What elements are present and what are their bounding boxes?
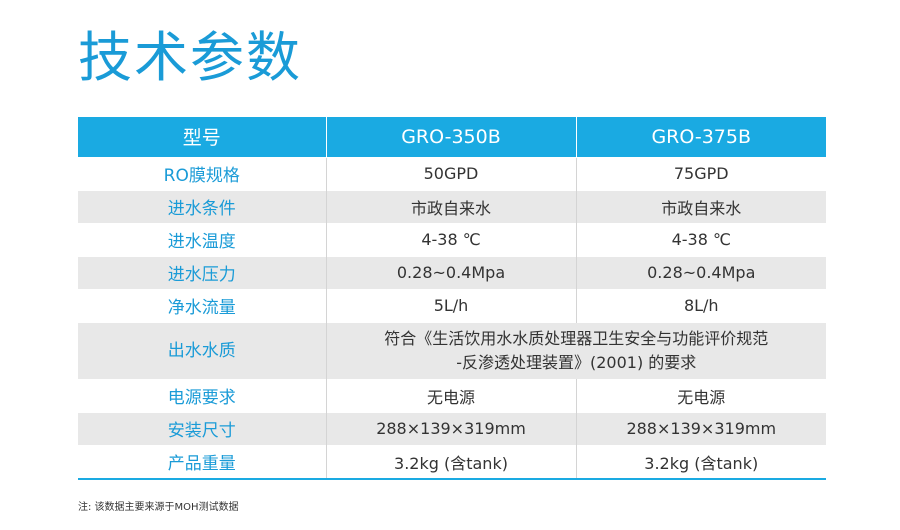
- table-row: 净水流量 5L/h 8L/h: [78, 288, 826, 322]
- table-row: 安装尺寸 288×139×319mm 288×139×319mm: [78, 411, 826, 445]
- footnote: 注: 该数据主要来源于MOH测试数据: [78, 502, 239, 513]
- table-row: 产品重量 3.2kg (含tank) 3.2kg (含tank): [78, 444, 826, 480]
- row-label: RO膜规格: [78, 156, 327, 190]
- cell-gro-350b: 0.28~0.4Mpa: [326, 255, 577, 289]
- cell-gro-375b: 4-38 ℃: [576, 222, 826, 256]
- page-title: 技术参数: [78, 26, 302, 89]
- cell-gro-375b: 市政自来水: [576, 189, 826, 223]
- header-gro-375b: GRO-375B: [651, 125, 752, 148]
- row-label: 安装尺寸: [78, 411, 327, 445]
- table-row: 出水水质 符合《生活饮用水水质处理器卫生安全与功能评价规范 -反渗透处理装置》(…: [78, 321, 826, 379]
- row-label: 电源要求: [78, 378, 327, 412]
- cell-gro-350b: 市政自来水: [326, 189, 577, 223]
- header-gro-350b: GRO-350B: [326, 117, 577, 157]
- row-label: 出水水质: [78, 321, 327, 379]
- table-row: 进水条件 市政自来水 市政自来水: [78, 189, 826, 223]
- water-quality-line-1: 符合《生活饮用水水质处理器卫生安全与功能评价规范: [384, 328, 769, 348]
- water-quality-line-2: -反渗透处理装置》(2001) 的要求: [456, 352, 697, 372]
- row-label: 进水压力: [78, 255, 327, 289]
- table-header-row: 型号 GRO-350B GRO-375B: [78, 117, 826, 157]
- cell-gro-350b: 5L/h: [326, 288, 577, 322]
- row-label: 产品重量: [78, 444, 327, 480]
- cell-gro-375b: 75GPD: [576, 156, 826, 190]
- cell-gro-350b: 4-38 ℃: [326, 222, 577, 256]
- cell-gro-350b: 50GPD: [326, 156, 577, 190]
- cell-gro-350b: 3.2kg (含tank): [326, 444, 577, 480]
- table-row: 进水温度 4-38 ℃ 4-38 ℃: [78, 222, 826, 256]
- table-row: RO膜规格 50GPD 75GPD: [78, 156, 826, 190]
- cell-gro-375b: 无电源: [576, 378, 826, 412]
- cell-gro-375b: 8L/h: [576, 288, 826, 322]
- cell-gro-375b: 0.28~0.4Mpa: [576, 255, 826, 289]
- row-label: 净水流量: [78, 288, 327, 322]
- cell-gro-350b: 288×139×319mm: [326, 411, 577, 445]
- row-label: 进水温度: [78, 222, 327, 256]
- cell-gro-375b: 288×139×319mm: [576, 411, 826, 445]
- table-row: 进水压力 0.28~0.4Mpa 0.28~0.4Mpa: [78, 255, 826, 289]
- spec-table: 型号 GRO-350B GRO-375B RO膜规格 50GPD 75GPD 进…: [78, 117, 826, 480]
- header-model: 型号: [78, 117, 327, 157]
- table-row: 电源要求 无电源 无电源: [78, 378, 826, 412]
- row-label: 进水条件: [78, 189, 327, 223]
- cell-gro-375b: 3.2kg (含tank): [576, 444, 826, 480]
- cell-gro-350b: 无电源: [326, 378, 577, 412]
- merged-water-quality-cell: 符合《生活饮用水水质处理器卫生安全与功能评价规范 -反渗透处理装置》(2001)…: [326, 321, 826, 379]
